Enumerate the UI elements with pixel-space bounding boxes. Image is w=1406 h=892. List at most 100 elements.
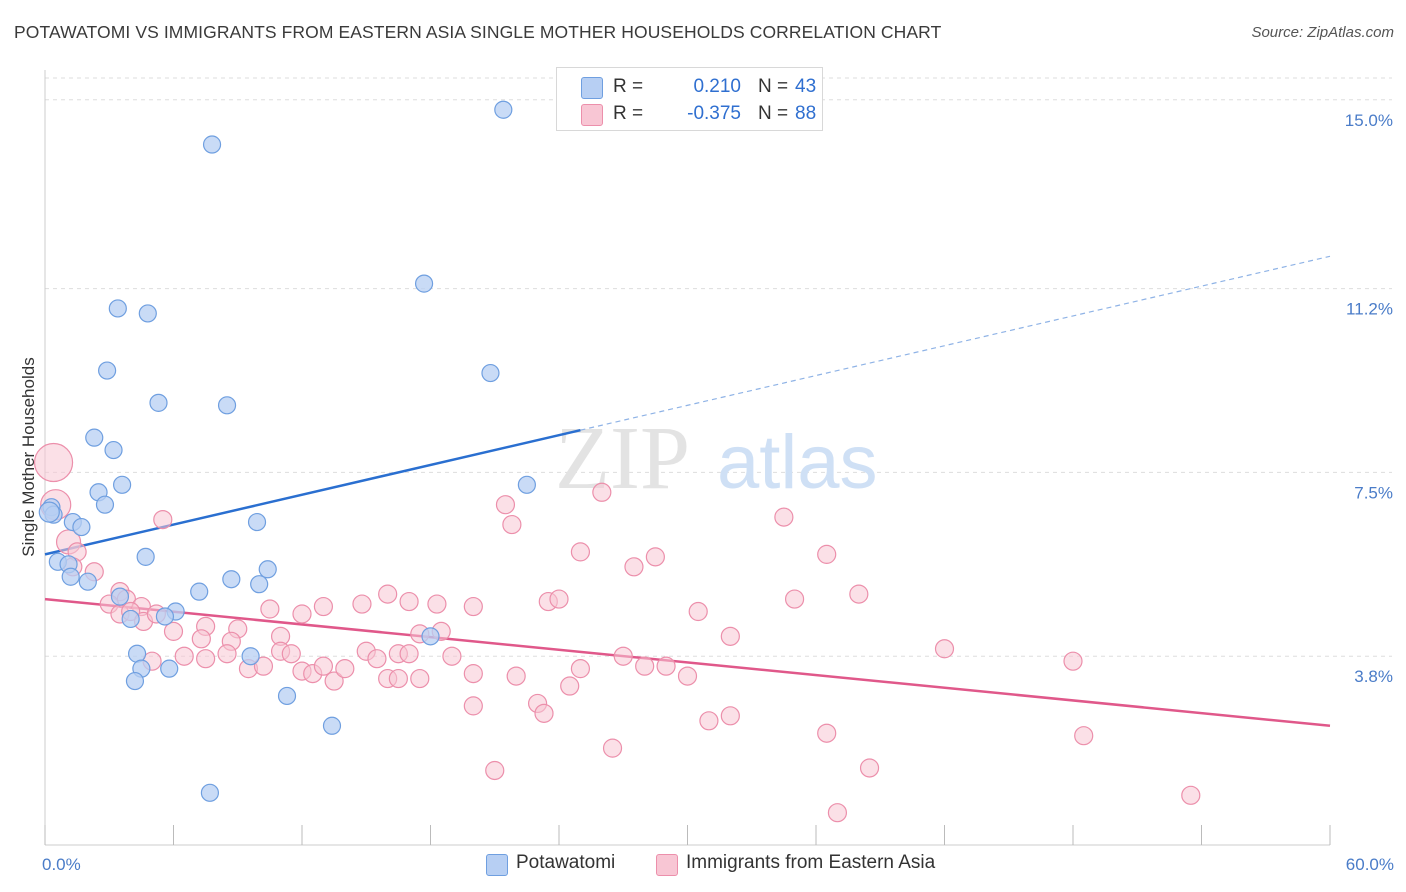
data-point-potawatomi <box>85 428 104 447</box>
data-point-potawatomi <box>136 547 155 566</box>
data-point-eastern-asia <box>656 656 676 676</box>
data-point-eastern-asia <box>699 711 719 731</box>
data-point-eastern-asia <box>817 544 837 564</box>
data-point-eastern-asia <box>495 495 516 515</box>
data-point-potawatomi <box>322 716 342 735</box>
legend-r-label: R = <box>613 76 644 97</box>
data-point-potawatomi <box>110 587 130 606</box>
legend-label-potawatomi: Potawatomi <box>516 852 616 873</box>
data-point-potawatomi <box>277 686 297 706</box>
data-point-eastern-asia <box>602 738 623 758</box>
data-point-eastern-asia <box>463 664 483 684</box>
data-point-eastern-asia <box>33 442 74 483</box>
data-point-potawatomi <box>217 396 237 415</box>
data-point-eastern-asia <box>688 601 708 622</box>
data-point-eastern-asia <box>463 596 483 617</box>
data-point-eastern-asia <box>859 758 880 778</box>
data-point-eastern-asia <box>506 666 526 686</box>
data-point-eastern-asia <box>774 507 794 527</box>
data-point-eastern-asia <box>324 671 344 691</box>
data-point-eastern-asia <box>281 644 301 664</box>
legend-swatch-pink <box>656 854 678 876</box>
trend-line-potawatomi-extension <box>580 255 1331 431</box>
data-point-potawatomi <box>78 572 97 591</box>
data-point-eastern-asia <box>624 557 644 577</box>
data-point-eastern-asia <box>217 644 237 664</box>
data-point-potawatomi <box>414 274 434 293</box>
data-point-potawatomi <box>38 501 60 523</box>
data-point-potawatomi <box>104 440 123 460</box>
data-point-eastern-asia <box>645 547 665 567</box>
data-point-eastern-asia <box>378 584 398 604</box>
data-point-potawatomi <box>127 644 147 663</box>
legend-n-value: 43 <box>795 76 817 97</box>
data-point-potawatomi <box>108 299 127 318</box>
data-point-eastern-asia <box>485 760 505 781</box>
data-point-eastern-asia <box>352 594 372 614</box>
data-point-potawatomi <box>222 570 241 589</box>
data-point-eastern-asia <box>817 723 837 743</box>
y-axis-label: Single Mother Households <box>19 357 38 556</box>
data-point-potawatomi <box>258 560 277 579</box>
data-point-eastern-asia <box>153 509 173 530</box>
data-point-eastern-asia <box>442 646 462 666</box>
trend-line-eastern-asia <box>44 597 1331 728</box>
legend-n-value: 88 <box>795 103 817 124</box>
data-point-potawatomi <box>190 582 209 601</box>
data-point-eastern-asia <box>534 703 554 723</box>
data-point-eastern-asia <box>196 649 216 669</box>
data-point-potawatomi <box>202 135 222 154</box>
x-tick-label: 60.0% <box>1346 855 1394 874</box>
data-point-eastern-asia <box>720 706 740 726</box>
data-point-potawatomi <box>121 609 140 629</box>
data-point-eastern-asia <box>592 482 612 502</box>
y-tick-label: 3.8% <box>1354 667 1393 686</box>
gridlines <box>45 77 1392 657</box>
data-point-eastern-asia <box>292 604 312 624</box>
legend-swatch-blue <box>486 854 508 876</box>
data-point-potawatomi <box>481 363 500 383</box>
data-point-eastern-asia <box>934 639 955 659</box>
data-point-eastern-asia <box>463 696 483 716</box>
legend-r-value: 0.210 <box>693 76 741 97</box>
watermark-zip: ZIP <box>555 409 690 508</box>
x-tick-label: 0.0% <box>42 855 81 874</box>
legend-label-eastern-asia: Immigrants from Eastern Asia <box>686 852 936 873</box>
y-tick-label: 7.5% <box>1354 483 1393 502</box>
data-point-eastern-asia <box>335 659 355 679</box>
data-point-potawatomi <box>241 647 260 666</box>
data-point-eastern-asia <box>313 656 334 676</box>
data-point-eastern-asia <box>191 629 211 649</box>
data-point-eastern-asia <box>560 676 580 696</box>
data-point-potawatomi <box>95 495 115 514</box>
data-point-potawatomi <box>250 575 269 594</box>
data-point-eastern-asia <box>570 659 591 679</box>
data-point-potawatomi <box>421 627 440 646</box>
data-point-eastern-asia <box>1181 785 1201 805</box>
data-point-eastern-asia <box>399 644 419 664</box>
source-label: Source: ZipAtlas.com <box>1251 24 1394 41</box>
data-point-potawatomi <box>160 659 179 678</box>
y-tick-label: 15.0% <box>1345 111 1393 130</box>
data-point-potawatomi <box>72 517 91 537</box>
data-point-eastern-asia <box>549 589 569 609</box>
data-point-eastern-asia <box>849 584 869 604</box>
series-potawatomi-points <box>38 100 536 802</box>
chart-title: POTAWATOMI VS IMMIGRANTS FROM EASTERN AS… <box>14 22 942 42</box>
data-point-potawatomi <box>155 607 175 626</box>
trend-line-potawatomi <box>44 428 581 556</box>
data-point-potawatomi <box>200 783 220 802</box>
legend-r-label: R = <box>613 103 644 124</box>
correlation-legend: R = 0.210 N = 43 R = -0.375 N = 88 <box>556 67 823 131</box>
data-point-potawatomi <box>61 567 80 586</box>
data-point-eastern-asia <box>502 514 522 535</box>
data-point-potawatomi <box>98 361 117 380</box>
watermark: ZIP atlas <box>555 409 878 508</box>
legend-swatch-pink <box>581 104 603 126</box>
data-point-eastern-asia <box>260 599 280 619</box>
data-point-eastern-asia <box>720 626 740 646</box>
data-point-eastern-asia <box>570 542 591 562</box>
data-point-eastern-asia <box>163 621 184 641</box>
data-point-eastern-asia <box>1063 651 1083 671</box>
legend-n-label: N = <box>758 103 789 124</box>
